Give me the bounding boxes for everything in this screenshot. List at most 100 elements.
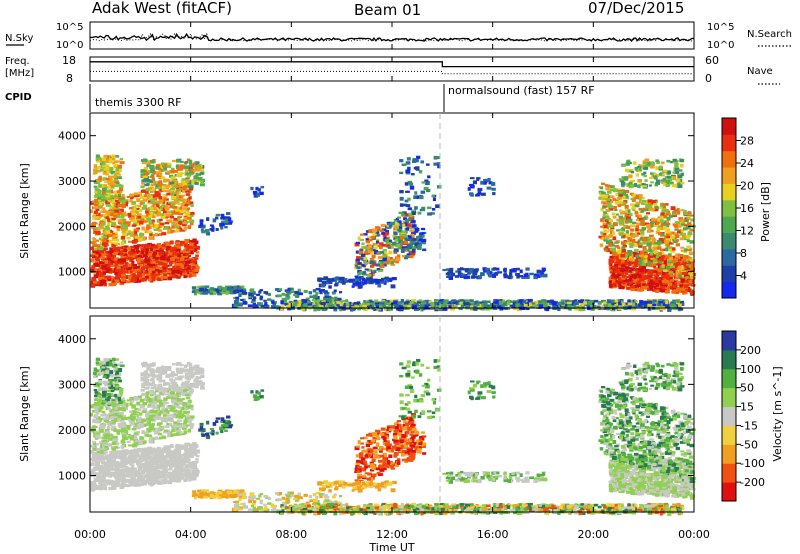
power-cell — [307, 300, 311, 304]
power-cell — [101, 159, 106, 164]
power-cell — [638, 271, 644, 275]
power-cell — [357, 306, 362, 311]
power-cell — [678, 262, 684, 266]
power-cell — [345, 299, 349, 303]
power-cell — [607, 190, 612, 194]
power-cell — [401, 212, 405, 216]
power-cell — [159, 250, 163, 253]
power-cell — [189, 201, 194, 205]
power-cell — [95, 166, 99, 169]
power-cell — [685, 270, 690, 274]
power-cell — [633, 279, 638, 283]
power-cell — [109, 247, 114, 251]
power-cell — [90, 258, 95, 263]
power-cell — [93, 210, 98, 215]
power-cell — [418, 299, 423, 303]
power-cell — [679, 237, 684, 240]
power-cell — [105, 216, 110, 220]
power-cell — [603, 232, 607, 236]
power-cell — [164, 208, 168, 212]
power-cell — [419, 232, 424, 235]
power-cell — [620, 269, 624, 273]
power-cell — [152, 254, 156, 259]
power-cell — [162, 256, 166, 261]
power-cell — [159, 247, 164, 251]
power-cell — [364, 259, 368, 264]
power-cell — [354, 264, 359, 268]
power-cell — [625, 230, 629, 234]
power-cell — [667, 307, 672, 312]
power-cell — [675, 305, 680, 309]
power-cell — [112, 161, 116, 165]
power-cell — [220, 226, 224, 230]
power-cell — [140, 260, 145, 265]
power-cell — [669, 234, 673, 237]
power-cell — [194, 161, 200, 166]
power-cell — [625, 261, 629, 266]
power-cell — [162, 210, 167, 214]
power-cell — [149, 169, 154, 173]
power-cell — [346, 279, 351, 283]
power-cell — [370, 302, 375, 305]
power-cell — [155, 249, 161, 252]
power-cell — [427, 175, 431, 179]
power-cell — [405, 169, 411, 174]
power-cell — [628, 274, 632, 278]
power-cell — [110, 212, 115, 217]
power-cell — [96, 281, 101, 285]
power-cell — [257, 302, 261, 307]
power-cell — [404, 199, 409, 203]
power-cell — [617, 264, 621, 268]
power-cell — [315, 287, 321, 291]
power-cell — [670, 303, 676, 307]
power-cell — [125, 280, 131, 284]
power-cell — [404, 219, 409, 224]
power-cell — [123, 275, 129, 278]
power-cell — [379, 302, 385, 305]
power-cell — [513, 307, 519, 311]
power-cell — [215, 228, 219, 231]
nsky-series — [89, 32, 695, 42]
power-cell — [624, 189, 630, 194]
power-cell — [191, 266, 196, 270]
power-cell — [560, 299, 566, 304]
power-cell — [112, 276, 118, 281]
power-cell — [614, 255, 619, 259]
power-cell — [169, 240, 174, 245]
power-cell — [424, 179, 429, 182]
power-cell — [618, 215, 623, 218]
power-cell — [183, 216, 188, 220]
power-cell — [474, 301, 478, 305]
power-cell — [107, 204, 112, 207]
power-cell — [121, 273, 126, 277]
power-cell — [195, 266, 200, 270]
power-cell — [259, 191, 264, 196]
power-cell — [136, 207, 140, 210]
power-cell — [519, 269, 523, 274]
power-cell — [590, 306, 595, 311]
power-cell — [374, 302, 380, 305]
power-cell — [128, 251, 133, 254]
power-cell — [533, 300, 539, 305]
power-cell — [292, 302, 298, 307]
power-cell — [356, 266, 361, 270]
power-cell — [654, 277, 659, 280]
power-cell — [168, 255, 172, 258]
power-cell — [662, 303, 667, 306]
power-cell — [405, 254, 410, 258]
power-cell — [390, 261, 394, 265]
power-cell — [101, 163, 106, 166]
power-cell — [634, 210, 639, 215]
power-cell — [675, 275, 680, 280]
power-cell — [166, 248, 171, 252]
power-cell — [364, 268, 369, 271]
power-cell — [682, 284, 686, 288]
power-cell — [398, 211, 403, 214]
power-cell — [665, 303, 670, 308]
power-cell — [145, 226, 150, 230]
power-cell — [368, 237, 373, 242]
power-cell — [450, 307, 455, 311]
power-cell — [145, 248, 149, 252]
power-cell — [417, 211, 422, 215]
power-cell — [185, 220, 190, 223]
